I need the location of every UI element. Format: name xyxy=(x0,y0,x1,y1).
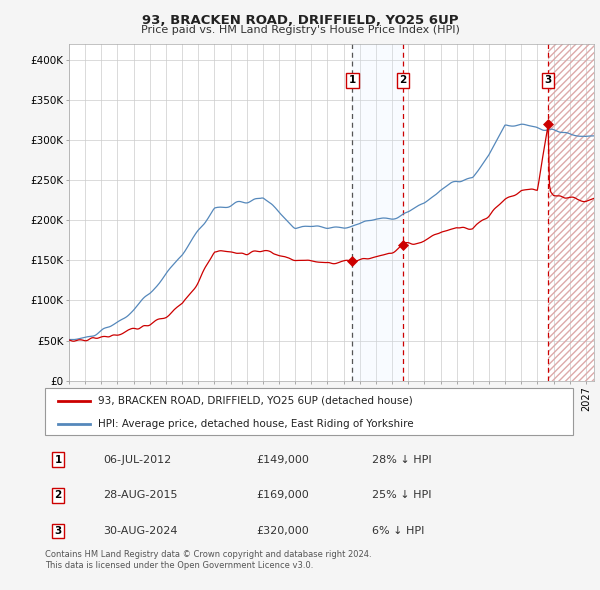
Text: £320,000: £320,000 xyxy=(256,526,309,536)
Text: £149,000: £149,000 xyxy=(256,455,309,465)
Text: 2: 2 xyxy=(55,490,62,500)
Text: 93, BRACKEN ROAD, DRIFFIELD, YO25 6UP (detached house): 93, BRACKEN ROAD, DRIFFIELD, YO25 6UP (d… xyxy=(98,396,413,406)
Text: 28% ↓ HPI: 28% ↓ HPI xyxy=(373,455,432,465)
FancyBboxPatch shape xyxy=(45,388,573,435)
Text: 06-JUL-2012: 06-JUL-2012 xyxy=(103,455,172,465)
Text: 28-AUG-2015: 28-AUG-2015 xyxy=(103,490,178,500)
Text: 1: 1 xyxy=(349,76,356,86)
Text: Price paid vs. HM Land Registry's House Price Index (HPI): Price paid vs. HM Land Registry's House … xyxy=(140,25,460,35)
Text: 93, BRACKEN ROAD, DRIFFIELD, YO25 6UP: 93, BRACKEN ROAD, DRIFFIELD, YO25 6UP xyxy=(142,14,458,27)
Text: 3: 3 xyxy=(55,526,62,536)
Text: HPI: Average price, detached house, East Riding of Yorkshire: HPI: Average price, detached house, East… xyxy=(98,419,413,430)
Text: 3: 3 xyxy=(544,76,552,86)
Bar xyxy=(352,44,403,381)
Text: 6% ↓ HPI: 6% ↓ HPI xyxy=(373,526,425,536)
Text: 1: 1 xyxy=(55,455,62,465)
Text: £169,000: £169,000 xyxy=(256,490,309,500)
Text: 2: 2 xyxy=(399,76,406,86)
Text: Contains HM Land Registry data © Crown copyright and database right 2024.: Contains HM Land Registry data © Crown c… xyxy=(45,550,371,559)
Text: 25% ↓ HPI: 25% ↓ HPI xyxy=(373,490,432,500)
Bar xyxy=(548,44,594,381)
Text: 30-AUG-2024: 30-AUG-2024 xyxy=(103,526,178,536)
Text: This data is licensed under the Open Government Licence v3.0.: This data is licensed under the Open Gov… xyxy=(45,560,313,569)
